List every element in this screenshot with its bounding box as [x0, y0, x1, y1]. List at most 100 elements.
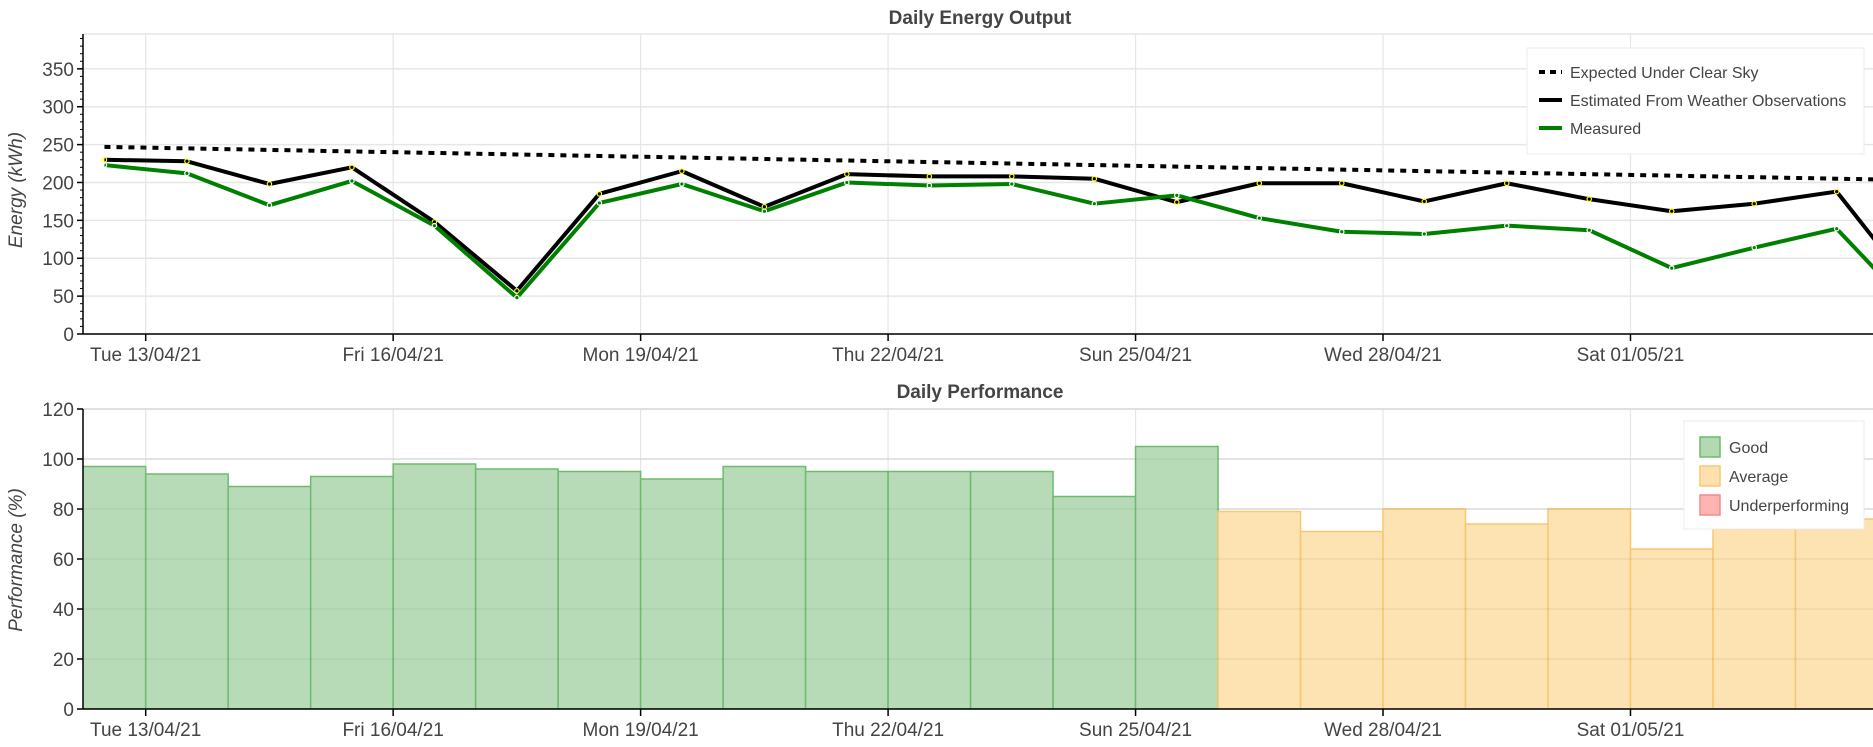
- measured-line-point: [101, 162, 108, 168]
- performance-bar-average: [1464, 523, 1549, 709]
- plot-area: [101, 144, 1873, 301]
- measured-line-point: [431, 222, 438, 229]
- performance-bar-good: [639, 478, 724, 709]
- x-tick-label: Sat 01/05/21: [1577, 345, 1685, 366]
- estimated-weather-line-point: [679, 168, 685, 174]
- estimated-weather-line-point: [101, 156, 108, 163]
- legend-swatch-underperforming: [1699, 494, 1721, 516]
- performance-bar-good: [1052, 495, 1137, 709]
- y-tick-label: 100: [42, 450, 74, 471]
- expected-clear-sky-line: [104, 144, 1873, 182]
- legend-label: Good: [1729, 440, 1768, 457]
- y-tick-label: 0: [63, 700, 74, 721]
- measured-line-point: [184, 170, 190, 177]
- performance-y-axis-label: Performance (%): [6, 488, 27, 632]
- measured-line-point: [1586, 227, 1593, 234]
- performance-bar-average: [1547, 508, 1632, 709]
- performance-bar-average: [1382, 508, 1467, 709]
- performance-bar-good: [969, 470, 1054, 709]
- x-tick-label: Wed 28/04/21: [1324, 345, 1442, 366]
- measured-line-point: [1833, 225, 1840, 232]
- measured-line-point: [1503, 222, 1510, 229]
- y-tick-label: 40: [53, 600, 74, 621]
- legend-label: Average: [1729, 469, 1788, 486]
- measured-line-point: [844, 179, 850, 186]
- estimated-weather-line-point: [1173, 199, 1180, 205]
- performance-bar-average: [1299, 530, 1384, 709]
- energy-chart-title: Daily Energy Output: [889, 8, 1072, 29]
- estimated-weather-line-point: [1586, 196, 1593, 202]
- estimated-weather-line-point: [1751, 200, 1758, 207]
- performance-bar-average: [1629, 548, 1714, 709]
- y-tick-label: 300: [42, 98, 74, 119]
- performance-bar-good: [722, 465, 807, 709]
- y-tick-label: 0: [63, 325, 74, 346]
- plot-area: [83, 445, 1873, 709]
- y-tick-label: 80: [53, 500, 74, 521]
- estimated-weather-line-point: [266, 181, 273, 187]
- legend-box: [1526, 47, 1865, 155]
- performance-bar-good: [557, 470, 642, 709]
- estimated-weather-line-point: [349, 164, 355, 171]
- estimated-weather-line-point: [1009, 173, 1015, 180]
- measured-line-point: [1256, 215, 1263, 221]
- legend-label: Estimated From Weather Observations: [1570, 93, 1846, 110]
- estimated-weather-line-point: [844, 171, 850, 177]
- y-tick-label: 20: [53, 650, 74, 671]
- x-tick-label: Thu 22/04/21: [832, 720, 944, 741]
- measured-line-point: [596, 200, 603, 206]
- legend-swatch-average: [1699, 465, 1721, 487]
- y-tick-label: 200: [42, 173, 74, 194]
- y-tick-label: 150: [42, 211, 74, 232]
- performance-bar-good: [144, 473, 229, 709]
- performance-bar-good: [227, 485, 312, 709]
- measured-line-point: [1751, 244, 1758, 251]
- y-tick-label: 60: [53, 550, 74, 571]
- performance-bar-average: [1712, 528, 1797, 709]
- estimated-weather-line-point: [1668, 208, 1675, 215]
- performance-chart: 0 20 40 60 80 100 120 Tue 13/04/21 Fri 16/04/21 M…: [42, 400, 1873, 741]
- estimated-weather-line-point: [596, 191, 603, 197]
- estimated-weather-line-point: [926, 173, 933, 180]
- estimated-weather-line-point: [514, 288, 520, 294]
- performance-bar-good: [392, 463, 477, 709]
- performance-chart-title: Daily Performance: [897, 382, 1064, 403]
- energy-y-axis-label: Energy (kWh): [6, 132, 27, 248]
- measured-line-point: [761, 208, 768, 215]
- measured-line-point: [1173, 192, 1180, 199]
- measured-line-point: [926, 182, 933, 189]
- measured-line: [104, 163, 1873, 300]
- measured-line-point: [514, 294, 520, 301]
- measured-line-point: [266, 202, 273, 209]
- measured-line-point: [1421, 231, 1428, 237]
- measured-line-point: [349, 178, 355, 184]
- y-tick-label: 120: [42, 400, 74, 421]
- measured-line-point: [1009, 181, 1015, 187]
- performance-bar-good: [804, 470, 889, 709]
- energy-legend: Expected Under Clear Sky Estimated From W…: [1526, 47, 1865, 155]
- measured-line-point: [1668, 265, 1675, 271]
- x-tick-label: Fri 16/04/21: [342, 345, 443, 366]
- performance-bar-average: [1794, 518, 1873, 709]
- estimated-weather-line-point: [1421, 198, 1428, 205]
- performance-bar-good: [474, 468, 559, 709]
- measured-line-point: [1338, 228, 1345, 235]
- x-tick-label: Sun 25/04/21: [1079, 720, 1192, 741]
- x-tick-label: Tue 13/04/21: [90, 345, 201, 366]
- estimated-weather-line-point: [1256, 180, 1263, 187]
- x-tick-label: Thu 22/04/21: [832, 345, 944, 366]
- legend-label: Measured: [1570, 121, 1641, 138]
- performance-bar-good: [83, 465, 147, 709]
- performance-bar-good: [309, 475, 394, 709]
- performance-bar-average: [1217, 510, 1302, 709]
- legend-swatch-good: [1699, 436, 1721, 458]
- estimated-weather-line-point: [1833, 188, 1840, 195]
- y-tick-label: 100: [42, 249, 74, 270]
- legend-label: Underperforming: [1729, 498, 1849, 515]
- x-tick-label: Sun 25/04/21: [1079, 345, 1192, 366]
- estimated-weather-line: [104, 157, 1873, 293]
- y-tick-label: 50: [53, 287, 74, 308]
- estimated-weather-line-point: [1091, 175, 1098, 182]
- performance-bar-good: [887, 470, 972, 709]
